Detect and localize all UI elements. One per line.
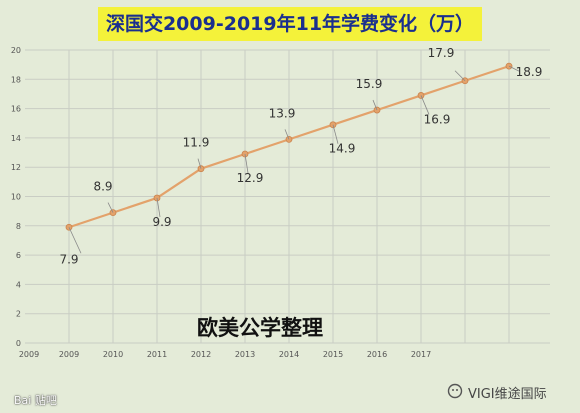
- label-leader: [156, 197, 161, 218]
- data-labels: 7.9 8.9 9.9 11.9 12.9 13.9 14.9 15.9 16.9 17.9 18.…: [59, 46, 542, 267]
- x-tick-label: 2010: [103, 350, 123, 359]
- watermark-right: VIGI维途国际: [468, 387, 547, 402]
- y-tick-label: 0: [16, 339, 21, 348]
- x-tick-label: 2017: [411, 350, 431, 359]
- x-tick-label: 2014: [279, 350, 299, 359]
- x-axis: 2009 2009 2010 2011 2012 2013 2014 2015 2016 2017: [19, 350, 431, 359]
- y-tick-label: 18: [11, 75, 21, 84]
- data-label: 14.9: [329, 142, 356, 156]
- y-tick-label: 16: [11, 105, 21, 114]
- x-tick-label: 2012: [191, 350, 211, 359]
- y-tick-label: 8: [16, 222, 21, 231]
- chart-title: 深国交2009-2019年11年学费变化（万）: [105, 13, 475, 35]
- label-leader: [332, 124, 339, 144]
- data-label: 7.9: [59, 252, 78, 266]
- label-leader: [372, 99, 378, 111]
- label-leader: [68, 227, 82, 254]
- x-tick-label: 2011: [147, 350, 167, 359]
- y-tick-label: 14: [11, 134, 21, 143]
- data-label: 8.9: [93, 180, 112, 194]
- x-tick-label: 2009: [19, 350, 39, 359]
- y-tick-label: 12: [11, 163, 21, 172]
- data-label: 13.9: [269, 106, 296, 120]
- wechat-icon: [447, 383, 463, 399]
- y-tick-label: 6: [16, 251, 21, 260]
- data-label: 16.9: [424, 112, 451, 126]
- label-leader: [284, 129, 290, 140]
- label-leader: [107, 202, 114, 213]
- x-tick-label: 2016: [367, 350, 387, 359]
- label-leader: [197, 158, 202, 169]
- data-label: 9.9: [152, 215, 171, 229]
- title-highlight: [98, 7, 482, 41]
- x-tick-label: 2015: [323, 350, 343, 359]
- chart-annotation: 欧美公学整理: [197, 315, 323, 340]
- y-axis: 0 2 4 6 8 10 12 14 16 18 20: [11, 46, 21, 348]
- x-tick-label: 2009: [59, 350, 79, 359]
- data-label: 15.9: [356, 77, 383, 91]
- watermark-left: Bai 贴吧: [14, 394, 57, 407]
- grid-lines: [25, 49, 550, 344]
- y-tick-label: 10: [11, 193, 21, 202]
- x-tick-label: 2013: [235, 350, 255, 359]
- data-label: 17.9: [428, 46, 455, 60]
- y-tick-label: 20: [11, 46, 21, 55]
- data-label: 18.9: [516, 65, 543, 79]
- label-leader: [454, 70, 466, 82]
- data-label: 12.9: [237, 171, 264, 185]
- y-tick-label: 2: [16, 310, 21, 319]
- data-label: 11.9: [183, 136, 210, 150]
- label-leader: [508, 65, 520, 72]
- label-leader: [420, 95, 430, 115]
- y-tick-label: 4: [16, 280, 21, 289]
- label-leader: [244, 153, 249, 174]
